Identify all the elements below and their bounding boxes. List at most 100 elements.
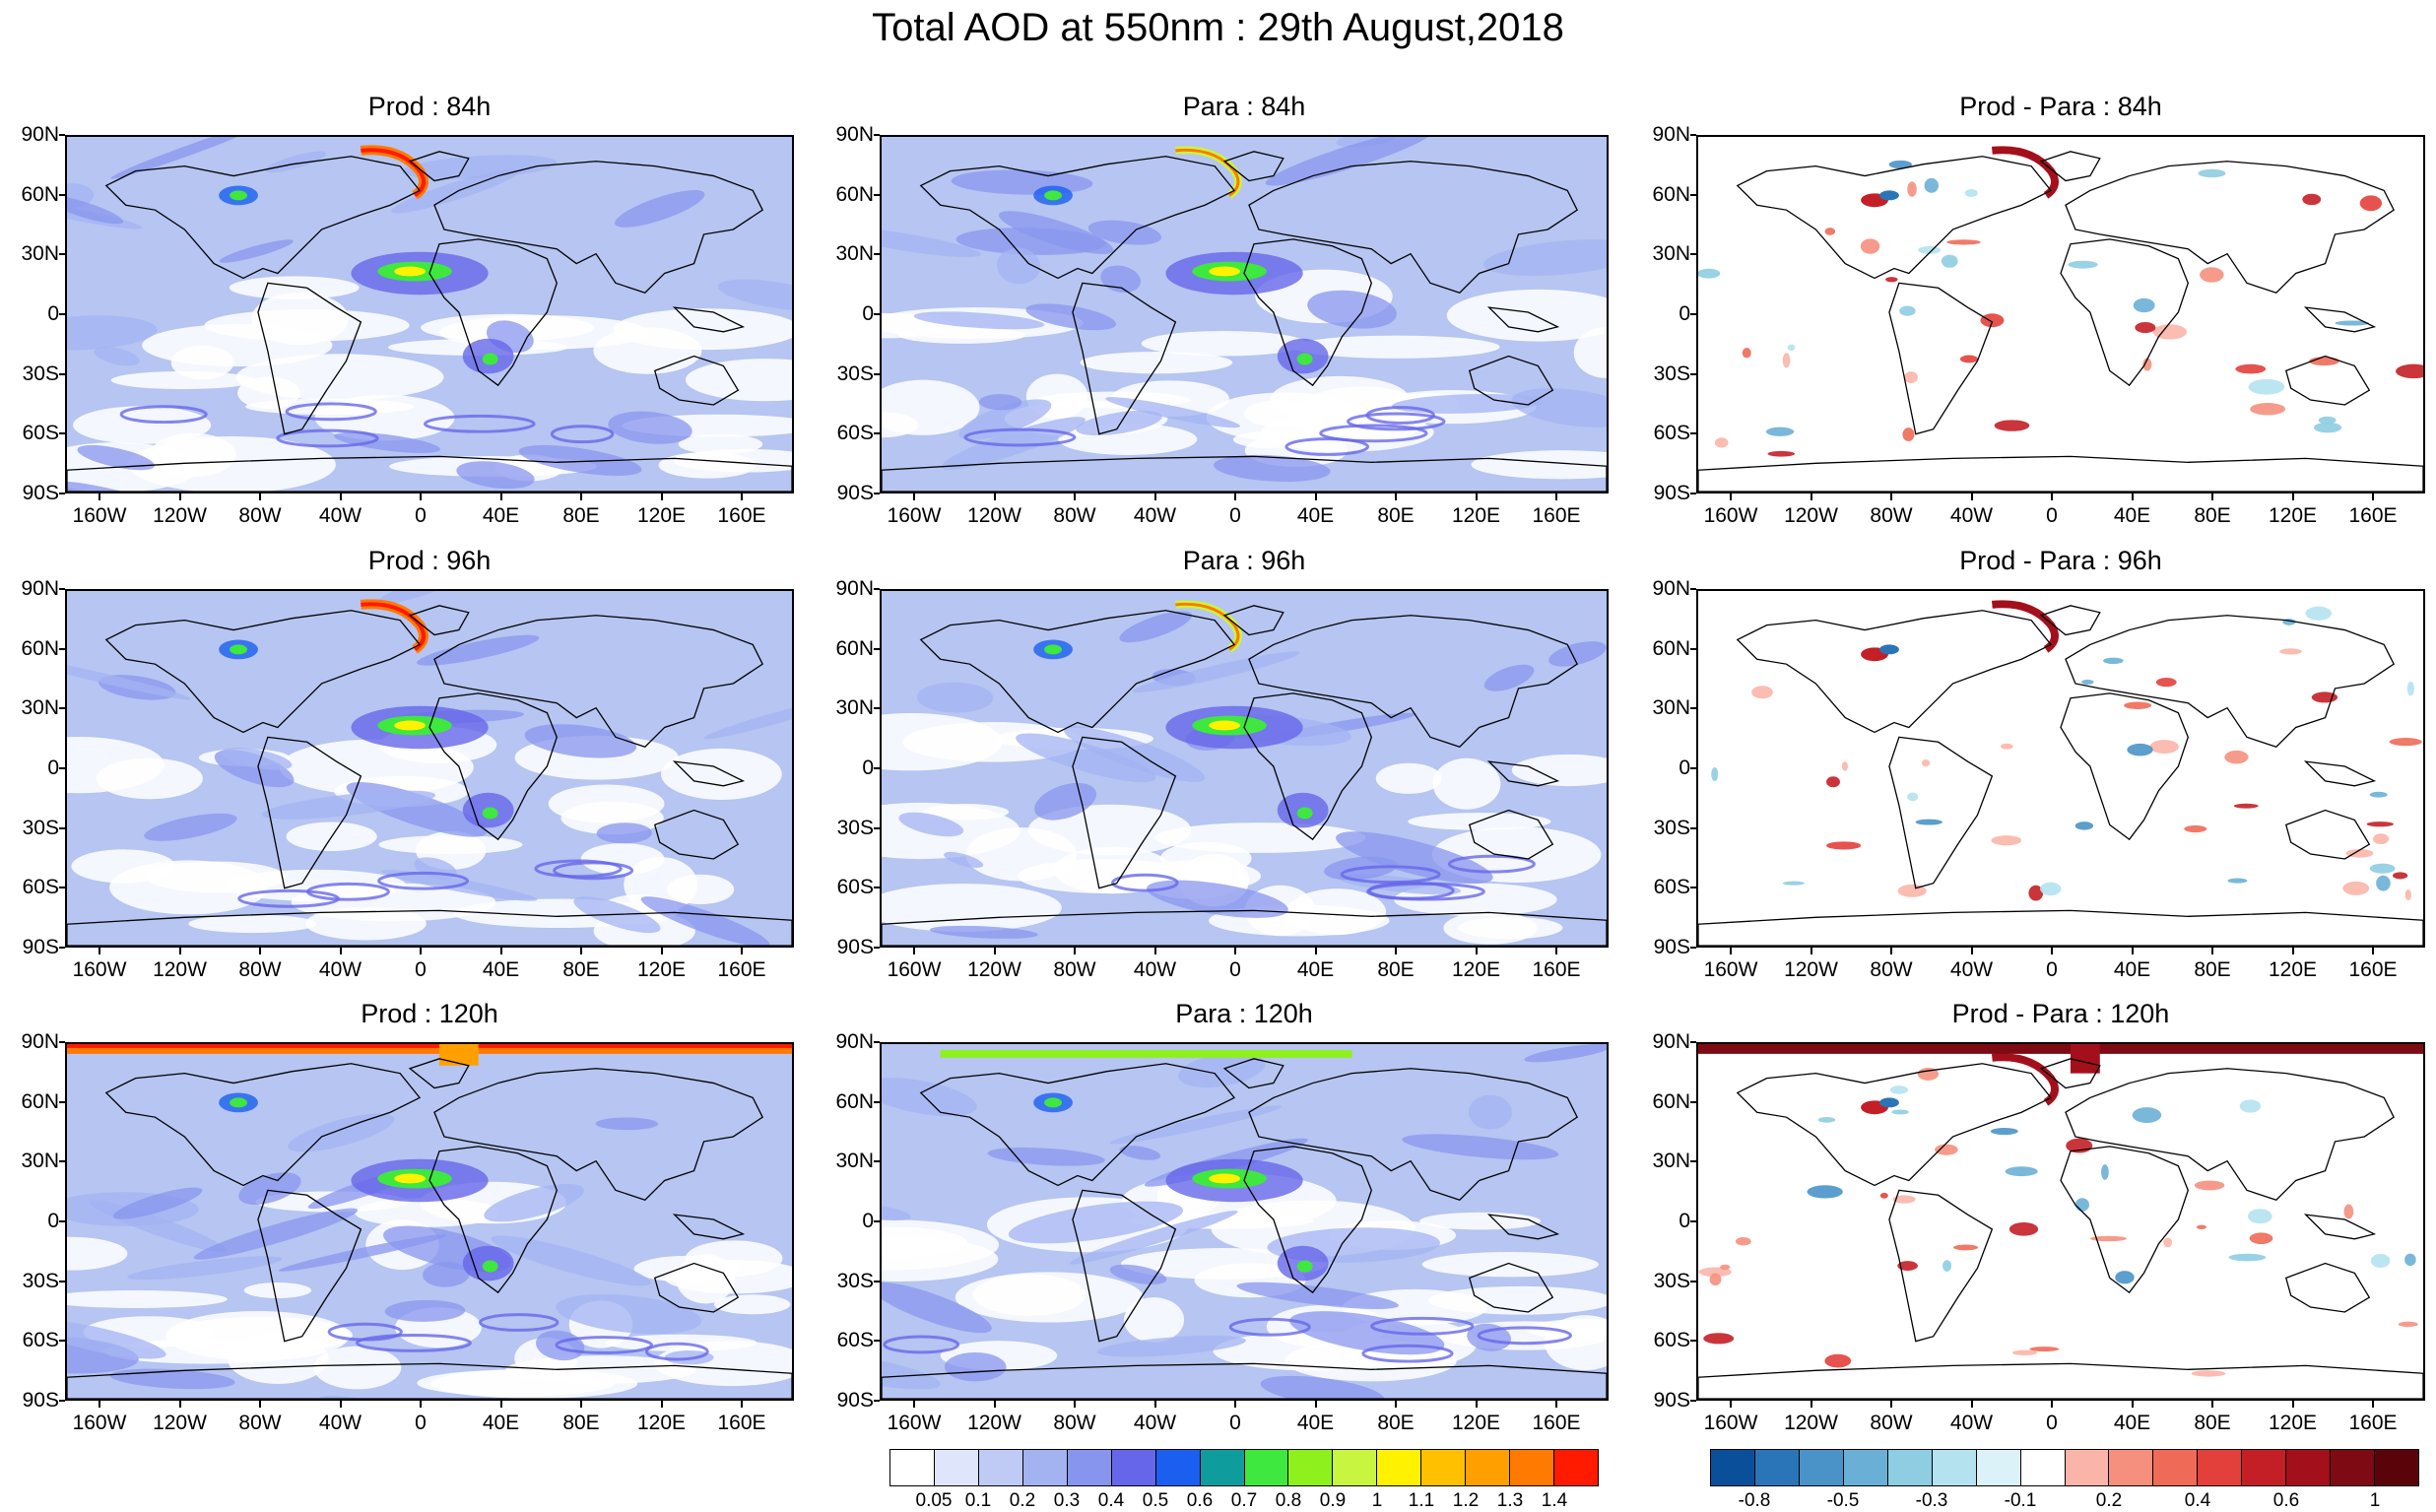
panel-5-lon-label: 80E: [1377, 958, 1415, 981]
panel-8-lon-label: 80E: [1377, 1412, 1415, 1434]
panel-9-lon-tick: [1970, 1401, 1973, 1408]
panel-5-lon-tick: [993, 948, 996, 954]
panel-5-lon-tick: [1234, 948, 1236, 954]
panel-6-map: [1696, 589, 2425, 948]
aod-colorbar-swatch: [1466, 1450, 1511, 1485]
diff-colorbar-swatch: [1754, 1450, 1800, 1485]
panel-1-lat-tick: [59, 253, 65, 256]
panel-7-lon-label: 40W: [318, 1412, 362, 1434]
panel-5-lon-label: 40W: [1133, 958, 1177, 981]
panel-6-lon-label: 160W: [1703, 958, 1758, 981]
panel-2-title: Para : 84h: [1182, 92, 1306, 121]
panel-5-field: [882, 600, 1607, 946]
panel-5-lon-label: 120E: [1451, 958, 1501, 981]
panel-7-lat-label: 30S: [22, 1269, 59, 1292]
panel-8-lat-label: 30S: [836, 1269, 874, 1292]
panel-6-lon-tick: [1810, 948, 1812, 954]
panel-4-lat-tick: [59, 767, 65, 769]
panel-2-lon-label: 0: [1229, 504, 1241, 527]
panel-9-lat-tick: [1690, 1400, 1696, 1402]
panel-3-lon-tick: [1810, 493, 1812, 500]
panel-6-lon-tick: [2291, 948, 2294, 954]
figure-title: Total AOD at 550nm : 29th August,2018: [872, 6, 1564, 49]
panel-7-lon-tick: [420, 1401, 422, 1408]
aod-colorbar-swatch: [1554, 1450, 1598, 1485]
panel-3-lat-tick: [1690, 372, 1696, 375]
panel-7-title: Prod : 120h: [361, 999, 498, 1028]
panel-3-lon-tick: [2211, 493, 2213, 500]
panel-2-lon-label: 120E: [1451, 504, 1501, 527]
panel-4-lon-tick: [339, 948, 342, 954]
panel-9-map: [1696, 1042, 2425, 1401]
panel-9-lon-tick: [1810, 1401, 1812, 1408]
panel-9-lon-tick: [2131, 1401, 2134, 1408]
panel-2-lon-label: 80W: [1053, 504, 1096, 527]
panel-1-lat-label: 0: [47, 302, 59, 325]
diff-colorbar-label: 0.4: [2184, 1490, 2211, 1511]
panel-5-lat-tick: [874, 887, 880, 889]
panel-5-lon-tick: [1395, 948, 1397, 954]
panel-8-lon-tick: [993, 1401, 996, 1408]
panel-3-lat-label: 30N: [1652, 242, 1690, 266]
panel-1-map: [65, 135, 794, 493]
panel-4-lon-tick: [580, 948, 582, 954]
panel-1-lat-tick: [59, 432, 65, 435]
panel-8-lon-label: 40E: [1296, 1412, 1335, 1434]
panel-8-map: [880, 1042, 1609, 1401]
panel-9-lon-tick: [2051, 1401, 2053, 1408]
panel-2-lon-label: 160E: [1532, 504, 1581, 527]
panel-3-lon-tick: [2372, 493, 2374, 500]
diff-colorbar-swatch: [1799, 1450, 1844, 1485]
panel-4-lon-label: 160E: [717, 958, 766, 981]
diff-colorbar: [1710, 1449, 2419, 1486]
panel-7-lon-tick: [99, 1401, 100, 1408]
panel-4-lat-tick: [59, 647, 65, 650]
panel-7-lon-label: 80W: [238, 1412, 282, 1434]
panel-5-lon-tick: [1475, 948, 1478, 954]
panel-5-lon-label: 160W: [887, 958, 942, 981]
panel-4-lat-label: 30N: [21, 696, 59, 720]
panel-8-lat-tick: [874, 1340, 880, 1343]
panel-2-lat-label: 90S: [836, 482, 874, 504]
panel-3-lat-tick: [1690, 193, 1696, 196]
panel-6-lon-label: 0: [2046, 958, 2058, 981]
panel-9-lat-tick: [1690, 1280, 1696, 1282]
panel-6-lat-label: 30N: [1652, 696, 1690, 720]
panel-1-lat-label: 90N: [21, 123, 59, 146]
panel-1-lon-label: 40E: [482, 504, 520, 527]
panel-9-field: [1698, 1044, 2423, 1399]
panel-8-lat-label: 90N: [835, 1030, 874, 1053]
panel-2-lon-label: 160W: [887, 504, 942, 527]
panel-3-lon-tick: [2131, 493, 2134, 500]
aod-colorbar-swatch: [1288, 1450, 1334, 1485]
panel-3-map: [1696, 135, 2425, 493]
aod-colorbar-swatch: [1111, 1450, 1156, 1485]
diff-colorbar-swatch: [2242, 1450, 2287, 1485]
panel-8-lon-tick: [1475, 1401, 1478, 1408]
panel-1-lon-label: 80E: [562, 504, 600, 527]
panel-5-map: [880, 589, 1609, 948]
panel-5-title: Para : 96h: [1182, 546, 1306, 575]
aod-colorbar-label: 0.4: [1097, 1490, 1125, 1511]
aod-colorbar-label: 0.3: [1053, 1490, 1081, 1511]
panel-1-lon-tick: [499, 493, 502, 500]
panel-7-lat-tick: [59, 1100, 65, 1103]
panel-2-field: [882, 137, 1607, 492]
panel-2-lat-tick: [874, 134, 880, 136]
panel-8-lat-tick: [874, 1100, 880, 1103]
aod-colorbar-label: 1.3: [1496, 1490, 1524, 1511]
panel-3-lon-tick: [2291, 493, 2294, 500]
panel-7-lon-tick: [741, 1401, 743, 1408]
panel-3-lon-label: 120E: [2268, 504, 2318, 527]
panel-7-lon-label: 0: [415, 1412, 427, 1434]
panel-1-lat-tick: [59, 372, 65, 375]
diff-colorbar-label: -0.3: [1915, 1490, 1948, 1511]
panel-1-lat-tick: [59, 134, 65, 136]
panel-7-lat-tick: [59, 1160, 65, 1163]
diff-colorbar-label: -0.8: [1738, 1490, 1771, 1511]
panel-1-lon-label: 40W: [318, 504, 362, 527]
panel-4-lon-label: 160W: [72, 958, 127, 981]
aod-colorbar: [889, 1449, 1599, 1486]
panel-7-lon-tick: [499, 1401, 502, 1408]
panel-3-lat-tick: [1690, 493, 1696, 494]
